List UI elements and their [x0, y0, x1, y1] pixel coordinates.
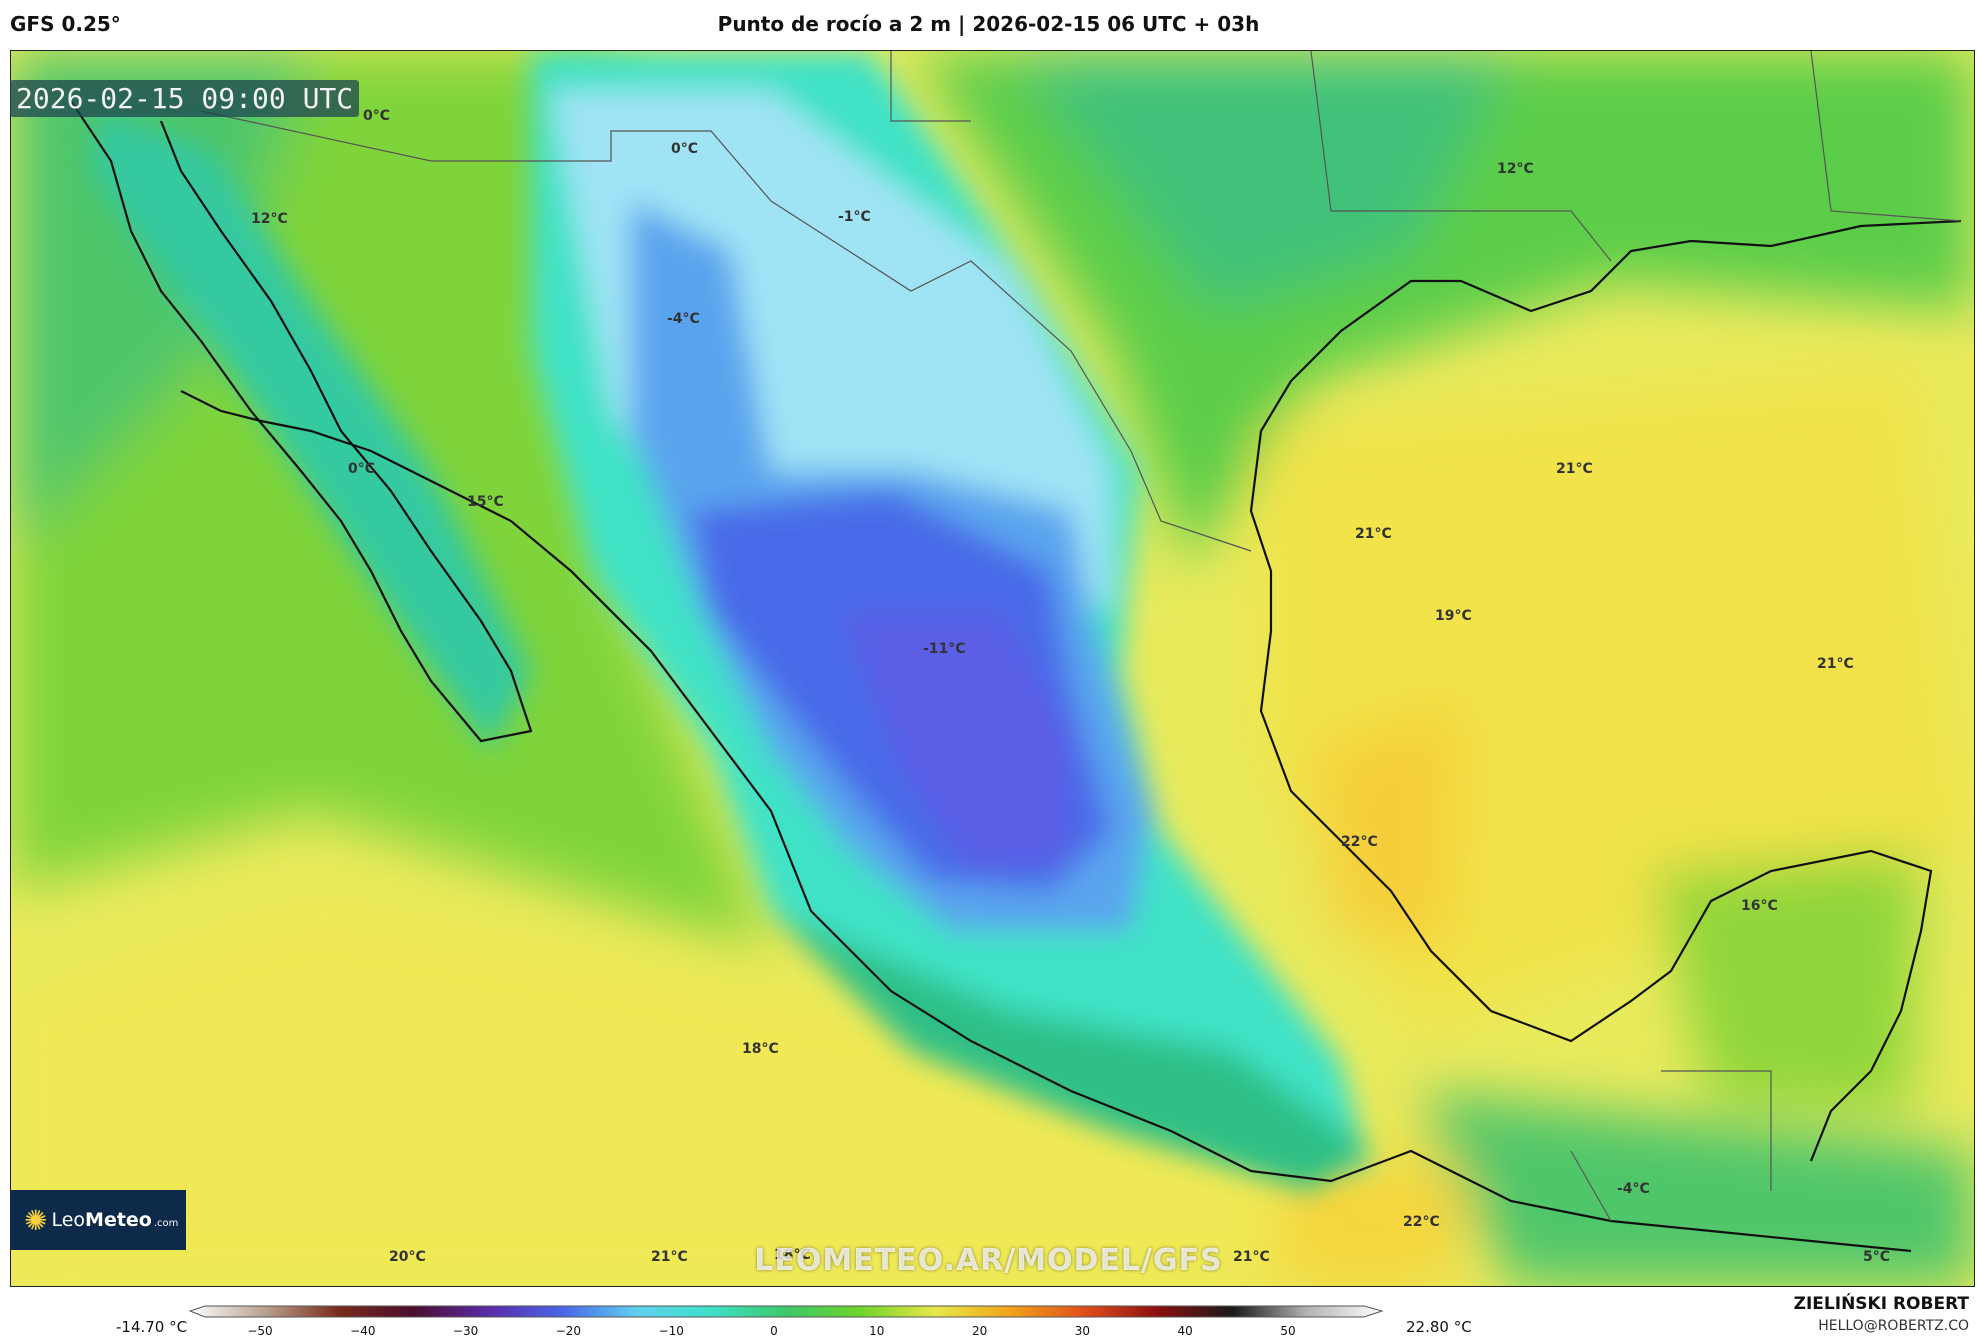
colorbar: -14.70 °C 22.80 °C −50 −40 −30 −20 −10 0 10 20 3… [0, 1290, 1977, 1338]
colorbar-min-label: -14.70 °C [116, 1318, 188, 1336]
valid-time-badge: 2026-02-15 09:00 UTC [10, 80, 360, 117]
contour-label: 19°C [1435, 608, 1472, 624]
borders [200, 51, 1962, 1222]
coastlines [70, 100, 1962, 1253]
contour-label: 21°C [1817, 656, 1854, 672]
contour-label: 21°C [1355, 526, 1392, 542]
colorbar-max-label: 22.80 °C [1406, 1318, 1472, 1336]
contour-label: 18°C [774, 1247, 811, 1263]
contour-label: 18°C [742, 1041, 779, 1057]
colorbar-tick-label: 20 [971, 1324, 988, 1338]
contour-label: 21°C [1233, 1249, 1270, 1265]
logo-text: LeoMeteo [51, 1209, 152, 1231]
colorbar-tick-label: 0 [770, 1324, 778, 1338]
contour-label: 0°C [671, 141, 699, 157]
colorbar-tick-label: −20 [555, 1324, 582, 1338]
logo-domain: .com [153, 1217, 179, 1229]
contour-label: 12°C [1497, 161, 1534, 177]
contour-label: -4°C [667, 311, 700, 327]
author-email: HELLO@ROBERTZ.CO [1818, 1318, 1969, 1334]
colorbar-tick-label: −30 [452, 1324, 479, 1338]
colorbar-tick-label: −10 [658, 1324, 684, 1338]
contour-label: 22°C [1403, 1214, 1440, 1230]
contour-label: 22°C [1341, 834, 1378, 850]
colorbar-tick-label: 30 [1074, 1324, 1091, 1338]
colorbar-tick-label: 50 [1280, 1324, 1296, 1338]
contour-label: -11°C [923, 641, 966, 657]
contour-label: 20°C [389, 1249, 426, 1265]
colorbar-tick-label: −40 [350, 1324, 376, 1338]
colorbar-tick-label: 40 [1177, 1324, 1193, 1338]
contour-label: -1°C [838, 209, 871, 225]
contour-label: -4°C [1617, 1181, 1650, 1197]
author-name: ZIELIŃSKI ROBERT [1793, 1294, 1969, 1314]
contour-label: 21°C [651, 1249, 688, 1265]
contour-label: 15°C [467, 494, 504, 510]
model-name: GFS 0.25° [10, 12, 121, 36]
contour-label: 16°C [1741, 898, 1778, 914]
map-canvas [11, 51, 1974, 1286]
watermark: LEOMETEO.AR/MODEL/GFS [754, 1243, 1223, 1278]
colorbar-tick-label: 10 [869, 1324, 885, 1338]
map-title: Punto de rocío a 2 m | 2026-02-15 06 UTC… [717, 12, 1260, 36]
contour-label: 0°C [348, 461, 376, 477]
contour-label: 12°C [251, 211, 288, 227]
contour-label: 5°C [1863, 1249, 1891, 1265]
dewpoint-map: 0°C 0°C -1°C 12°C 12°C -4°C 0°C 15°C 21°… [10, 50, 1975, 1287]
contour-label: 0°C [363, 108, 391, 124]
colorbar-tick-label: −50 [247, 1324, 273, 1338]
colorbar-gradient [188, 1305, 1384, 1318]
sun-icon: ✺ [24, 1203, 48, 1237]
contour-label: 21°C [1556, 461, 1593, 477]
leometeo-logo: ✺ LeoMeteo .com [10, 1190, 186, 1250]
